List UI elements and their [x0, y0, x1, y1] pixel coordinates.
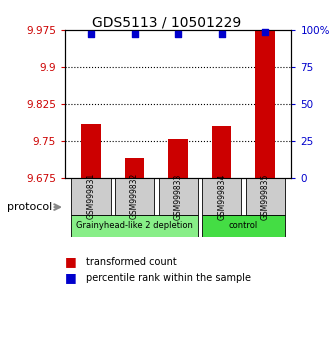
Text: Grainyhead-like 2 depletion: Grainyhead-like 2 depletion [76, 222, 193, 230]
Point [263, 29, 268, 35]
Text: GSM999832: GSM999832 [130, 173, 139, 219]
Text: ■: ■ [65, 256, 77, 268]
Point [132, 31, 137, 36]
Bar [246, 178, 285, 215]
Bar [72, 178, 111, 215]
Bar [202, 215, 285, 237]
Bar [168, 138, 188, 178]
Text: GSM999834: GSM999834 [217, 173, 226, 219]
Text: protocol: protocol [7, 202, 52, 212]
Bar [115, 178, 154, 215]
Text: control: control [229, 222, 258, 230]
Bar [202, 178, 241, 215]
Point [175, 31, 181, 36]
Bar [212, 126, 231, 178]
Text: ■: ■ [65, 272, 77, 284]
Text: transformed count: transformed count [86, 257, 176, 267]
Text: GDS5113 / 10501229: GDS5113 / 10501229 [92, 16, 241, 30]
Bar [159, 178, 198, 215]
Point [88, 31, 94, 36]
Bar [125, 158, 145, 178]
Bar [255, 30, 275, 178]
Bar [72, 215, 198, 237]
Text: GSM999833: GSM999833 [173, 173, 183, 219]
Text: GSM999835: GSM999835 [261, 173, 270, 219]
Bar [81, 124, 101, 178]
Text: percentile rank within the sample: percentile rank within the sample [86, 273, 250, 283]
Text: GSM999831: GSM999831 [87, 173, 96, 219]
Point [219, 31, 224, 36]
